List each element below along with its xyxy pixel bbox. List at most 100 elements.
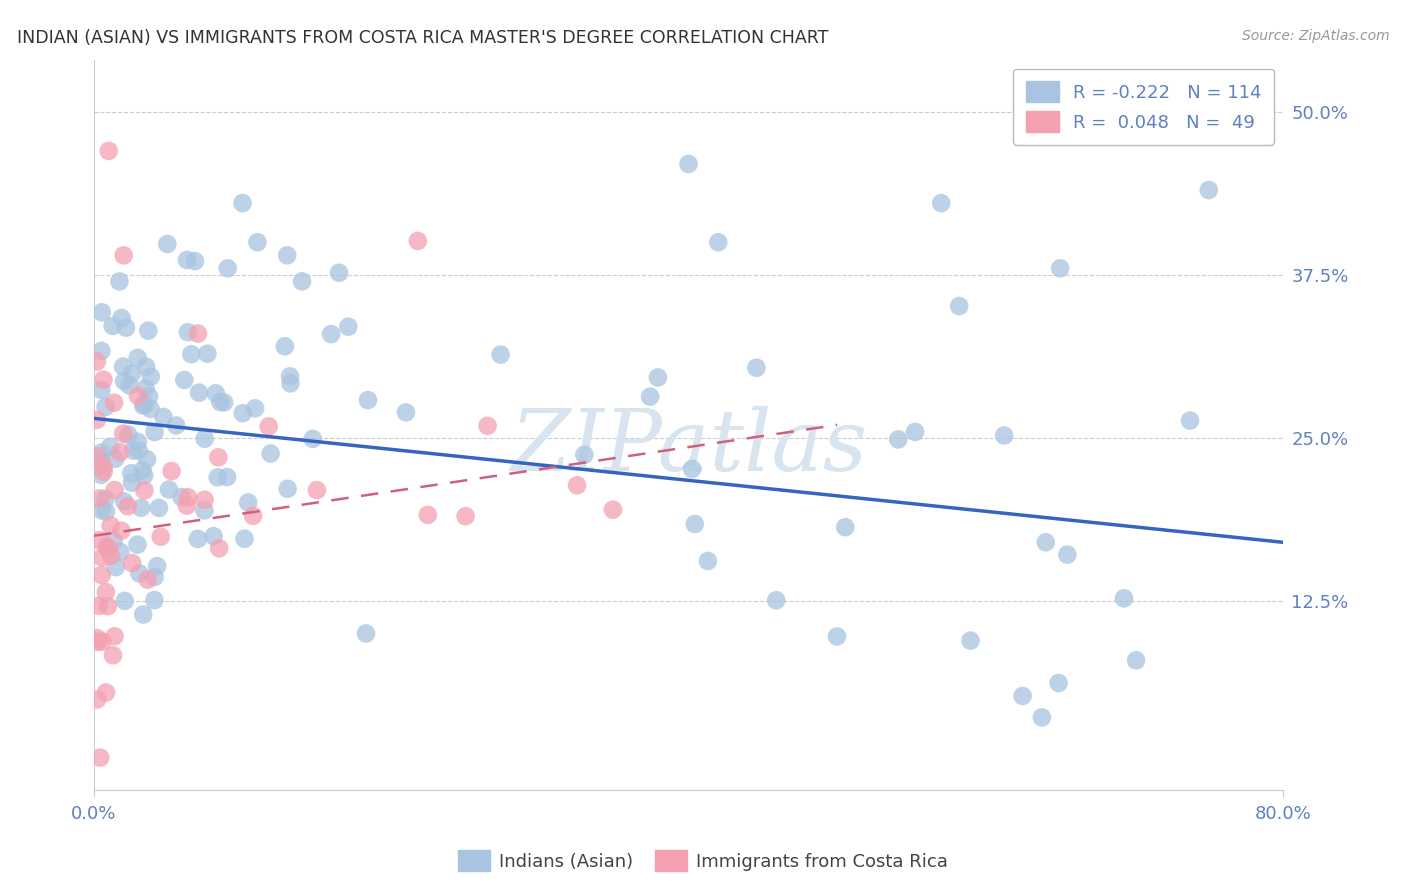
Point: [103, 534, 125, 549]
Point: [104, 560, 127, 574]
Point: [301, 432, 323, 446]
Point: [243, 401, 266, 416]
Point: [89, 491, 111, 506]
Point: [416, 508, 439, 522]
Point: [194, 432, 217, 446]
Point: [90, 467, 112, 482]
Y-axis label: Master's Degree: Master's Degree: [0, 351, 8, 499]
Point: [208, 541, 231, 556]
Point: [90, 454, 112, 468]
Point: [135, 359, 157, 374]
Point: [887, 433, 910, 447]
Point: [127, 389, 149, 403]
Point: [121, 367, 143, 381]
Point: [246, 235, 269, 250]
Point: [91, 550, 114, 565]
Point: [143, 570, 166, 584]
Point: [127, 351, 149, 365]
Point: [112, 374, 135, 388]
Point: [177, 325, 200, 339]
Point: [156, 237, 179, 252]
Point: [120, 467, 142, 481]
Point: [406, 234, 429, 248]
Point: [194, 492, 217, 507]
Point: [86, 692, 108, 706]
Point: [959, 633, 981, 648]
Point: [90, 445, 112, 459]
Point: [696, 554, 718, 568]
Point: [139, 369, 162, 384]
Point: [602, 502, 624, 516]
Point: [1047, 676, 1070, 690]
Point: [103, 395, 125, 409]
Point: [205, 386, 228, 401]
Point: [678, 157, 700, 171]
Point: [259, 446, 281, 460]
Point: [139, 401, 162, 416]
Point: [94, 505, 117, 519]
Point: [477, 418, 499, 433]
Point: [683, 516, 706, 531]
Point: [87, 599, 110, 613]
Point: [93, 459, 115, 474]
Point: [91, 634, 114, 648]
Legend: Indians (Asian), Immigrants from Costa Rica: Indians (Asian), Immigrants from Costa R…: [450, 843, 956, 879]
Point: [94, 491, 117, 506]
Point: [184, 254, 207, 268]
Point: [132, 607, 155, 622]
Point: [232, 196, 254, 211]
Point: [929, 196, 952, 211]
Point: [146, 559, 169, 574]
Point: [94, 585, 117, 599]
Point: [134, 398, 156, 412]
Point: [357, 393, 380, 408]
Point: [89, 750, 111, 764]
Point: [115, 320, 138, 334]
Point: [86, 354, 108, 368]
Point: [89, 533, 111, 548]
Point: [1198, 183, 1220, 197]
Point: [834, 520, 856, 534]
Text: ZIPatlas: ZIPatlas: [510, 406, 868, 488]
Point: [212, 395, 235, 409]
Point: [638, 390, 661, 404]
Point: [305, 483, 328, 497]
Point: [93, 465, 115, 479]
Point: [112, 426, 135, 441]
Point: [143, 593, 166, 607]
Point: [395, 405, 418, 419]
Point: [647, 370, 669, 384]
Point: [1031, 710, 1053, 724]
Point: [489, 348, 512, 362]
Point: [94, 685, 117, 699]
Point: [354, 626, 377, 640]
Point: [90, 568, 112, 582]
Point: [100, 518, 122, 533]
Point: [257, 419, 280, 434]
Point: [187, 532, 209, 546]
Point: [574, 448, 596, 462]
Point: [86, 413, 108, 427]
Point: [276, 248, 298, 262]
Point: [1035, 535, 1057, 549]
Point: [209, 395, 232, 409]
Point: [86, 450, 108, 464]
Point: [337, 319, 360, 334]
Point: [111, 310, 134, 325]
Point: [97, 599, 120, 614]
Point: [170, 490, 193, 504]
Point: [121, 475, 143, 490]
Point: [193, 503, 215, 517]
Point: [707, 235, 730, 250]
Point: [1125, 653, 1147, 667]
Point: [904, 425, 927, 439]
Point: [277, 482, 299, 496]
Point: [87, 635, 110, 649]
Point: [207, 450, 229, 465]
Point: [202, 529, 225, 543]
Point: [143, 425, 166, 439]
Point: [176, 252, 198, 267]
Point: [97, 542, 120, 557]
Point: [122, 443, 145, 458]
Point: [274, 339, 297, 353]
